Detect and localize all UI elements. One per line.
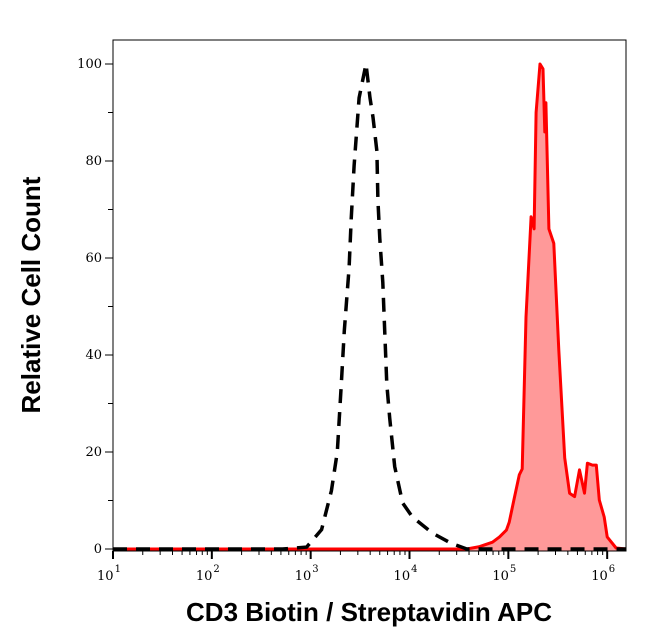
y-tick-label: 20 bbox=[85, 445, 102, 460]
series-line-red bbox=[113, 62, 627, 551]
plot-layer bbox=[113, 62, 627, 551]
y-axis-title: Relative Cell Count bbox=[16, 176, 46, 413]
x-tick-exponent: 2 bbox=[213, 564, 219, 575]
x-tick-exponent: 6 bbox=[609, 564, 615, 575]
x-axis-title: CD3 Biotin / Streptavidin APC bbox=[186, 597, 552, 627]
x-tick-label: 105 bbox=[492, 564, 516, 584]
series-fill-area bbox=[113, 64, 626, 551]
x-tick-label: 102 bbox=[196, 564, 220, 584]
plot-frame bbox=[112, 39, 627, 552]
x-tick-exponent: 3 bbox=[312, 564, 318, 575]
y-tick-label: 40 bbox=[85, 348, 102, 363]
y-tick-label: 80 bbox=[85, 154, 102, 169]
x-tick-label: 103 bbox=[295, 564, 319, 584]
x-tick-label: 101 bbox=[97, 564, 121, 584]
series-line-dashed bbox=[113, 63, 626, 551]
x-tick-label: 106 bbox=[591, 564, 615, 584]
y-tick-label: 60 bbox=[85, 251, 102, 266]
y-tick-label: 100 bbox=[77, 57, 102, 72]
x-tick-label: 104 bbox=[394, 564, 418, 584]
x-tick-exponent: 4 bbox=[411, 564, 417, 575]
y-tick-label: 0 bbox=[94, 542, 102, 557]
x-tick-exponent: 1 bbox=[115, 564, 121, 575]
x-tick-exponent: 5 bbox=[510, 564, 516, 575]
